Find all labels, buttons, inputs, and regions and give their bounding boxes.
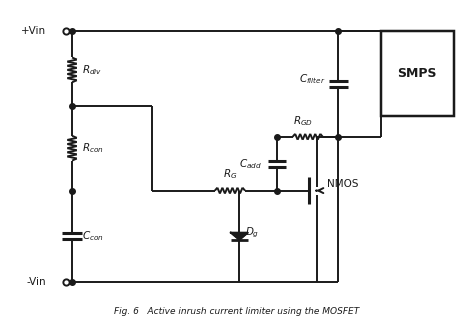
- Text: -Vin: -Vin: [27, 277, 46, 287]
- Text: $R_{GD}$: $R_{GD}$: [293, 114, 313, 128]
- Text: SMPS: SMPS: [398, 67, 437, 80]
- Text: $D_g$: $D_g$: [245, 226, 259, 240]
- Text: +Vin: +Vin: [21, 26, 46, 36]
- Bar: [381, 31, 454, 115]
- Text: NMOS: NMOS: [328, 179, 359, 189]
- Text: Fig. 6   Active inrush current limiter using the MOSFET: Fig. 6 Active inrush current limiter usi…: [114, 307, 360, 316]
- Polygon shape: [231, 233, 248, 240]
- Text: $C_{filter}$: $C_{filter}$: [299, 72, 325, 86]
- Text: $R_{div}$: $R_{div}$: [82, 63, 103, 77]
- Text: $R_{con}$: $R_{con}$: [82, 141, 104, 155]
- Text: $C_{add}$: $C_{add}$: [239, 157, 262, 170]
- Text: $C_{con}$: $C_{con}$: [82, 229, 104, 243]
- Text: $R_G$: $R_G$: [223, 168, 237, 182]
